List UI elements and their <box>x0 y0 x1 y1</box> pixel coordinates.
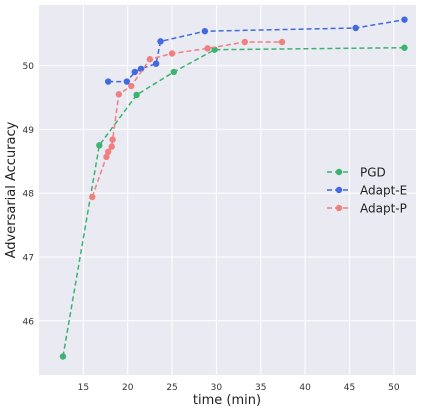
y-tick-label: 46 <box>23 317 35 327</box>
data-point-adapt-e <box>152 60 160 67</box>
series-line-adapt-p <box>91 41 283 198</box>
data-point-adapt-e <box>157 38 164 45</box>
data-point-pgd <box>96 142 103 149</box>
x-tick-label: 15 <box>78 383 89 393</box>
data-point-adapt-e <box>131 68 139 76</box>
data-point-pgd <box>401 44 408 51</box>
tick-labels: 15 20 25 30 35 40 45 50 46 47 48 49 50 <box>23 62 400 393</box>
series-adapt-e <box>104 16 408 85</box>
legend-label-adapt-p: Adapt-P <box>360 202 407 216</box>
data-point-adapt-p <box>115 91 123 98</box>
data-point-pgd <box>170 68 178 76</box>
data-point-adapt-p <box>241 38 248 46</box>
data-point-adapt-p <box>103 153 110 161</box>
legend-marker-adapt-p <box>335 204 343 212</box>
plot-background <box>39 5 416 375</box>
x-tick-label: 50 <box>388 383 400 393</box>
x-tick-label: 35 <box>255 383 266 393</box>
data-point-adapt-p <box>104 148 112 155</box>
data-point-pgd <box>59 353 67 360</box>
y-axis-label: Adversarial Accuracy <box>4 121 19 258</box>
y-tick-label: 48 <box>23 190 35 200</box>
legend-marker-pgd <box>335 168 343 176</box>
data-point-adapt-e <box>123 78 131 85</box>
x-axis-label: time (min) <box>193 393 261 408</box>
legend-label-adapt-e: Adapt-E <box>360 184 407 198</box>
series-line-pgd <box>62 46 405 357</box>
data-point-adapt-e <box>401 16 408 23</box>
series-adapt-p <box>89 38 286 201</box>
y-tick-label: 47 <box>23 253 34 263</box>
data-point-adapt-p <box>278 38 286 46</box>
x-tick-label: 20 <box>122 383 134 393</box>
data-point-pgd <box>133 91 140 99</box>
data-point-adapt-e <box>137 65 145 72</box>
series-pgd <box>59 44 408 360</box>
legend: PGD Adapt-E Adapt-P <box>327 166 407 216</box>
y-tick-label: 50 <box>23 62 35 72</box>
x-tick-label: 45 <box>344 383 355 393</box>
grid-lines <box>39 5 416 375</box>
x-tick-label: 25 <box>166 383 177 393</box>
x-tick-label: 30 <box>211 383 223 393</box>
data-point-adapt-p <box>89 193 96 201</box>
legend-marker-adapt-e <box>335 186 343 194</box>
data-point-adapt-p <box>108 143 115 150</box>
data-point-adapt-p <box>146 56 154 63</box>
x-tick-label: 40 <box>299 383 311 393</box>
data-point-adapt-p <box>109 136 116 143</box>
data-point-adapt-e <box>352 24 359 32</box>
data-point-adapt-p <box>128 82 135 90</box>
series-lines <box>59 16 408 360</box>
legend-label-pgd: PGD <box>360 166 386 180</box>
data-point-adapt-e <box>201 27 209 35</box>
y-tick-label: 49 <box>23 126 35 136</box>
data-point-adapt-p <box>204 45 211 52</box>
data-point-adapt-p <box>168 50 176 57</box>
data-point-adapt-e <box>104 78 112 85</box>
